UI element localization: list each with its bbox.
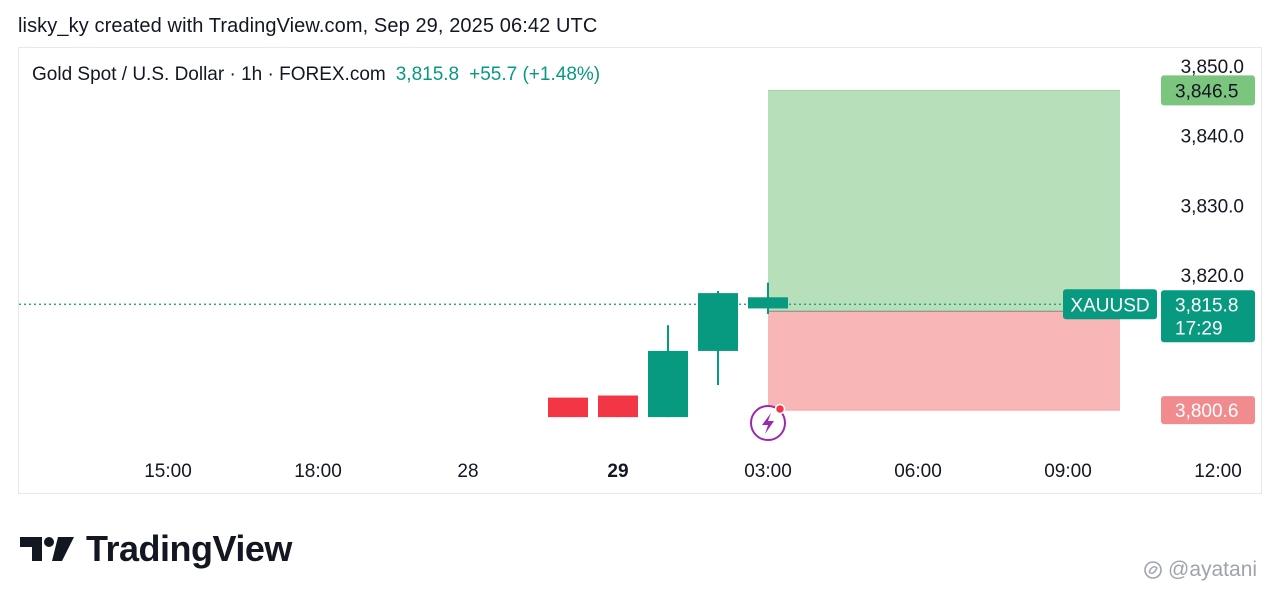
x-tick-label: 28 (457, 461, 478, 482)
y-tick-label: 3,850.0 (1181, 57, 1244, 78)
watermark-handle: @ayatani (1168, 558, 1258, 581)
chart-caption: lisky_ky created with TradingView.com, S… (18, 15, 598, 37)
position-profit-zone[interactable] (768, 90, 1120, 312)
chart-legend: Gold Spot / U.S. Dollar · 1h · FOREX.com… (32, 64, 600, 86)
lightning-bolt-glyph (762, 413, 774, 434)
stop-price-tag-bg (1161, 396, 1255, 425)
countdown-label: 17:29 (1175, 318, 1223, 339)
current-price-tag-bg (1161, 290, 1255, 343)
target-price-tag-bg (1161, 75, 1255, 106)
candle-body[interactable] (698, 293, 738, 351)
legend-symbol[interactable]: Gold Spot / U.S. Dollar · 1h · FOREX.com (32, 64, 386, 85)
x-tick-label: 03:00 (744, 461, 792, 482)
brand-logo: TradingView (20, 528, 292, 570)
x-tick-label: 29 (607, 461, 628, 482)
candle-body[interactable] (648, 350, 688, 418)
y-tick-label: 3,820.0 (1181, 266, 1244, 287)
candle-body[interactable] (548, 397, 588, 418)
position-loss-zone[interactable] (768, 311, 1120, 411)
x-tick-label: 12:00 (1194, 461, 1242, 482)
legend-price: 3,815.8 (395, 64, 460, 85)
current-price-tag: 3,815.8 (1175, 295, 1238, 316)
brand-name: TradingView (86, 528, 292, 569)
y-tick-label: 3,840.0 (1181, 127, 1244, 148)
x-tick-label: 06:00 (894, 461, 942, 482)
candle-body[interactable] (748, 297, 788, 309)
event-alert-dot (774, 403, 786, 415)
watermark: @ayatani (1142, 558, 1257, 582)
watermark-icon (1144, 561, 1162, 579)
symbol-tag-bg (1063, 289, 1157, 320)
stop-price-tag: 3,800.6 (1175, 401, 1238, 422)
legend-change: +55.7 (+1.48%) (469, 64, 601, 85)
x-tick-label: 15:00 (144, 461, 192, 482)
y-tick-label: 3,830.0 (1181, 196, 1244, 217)
tradingview-logo-icon (20, 537, 74, 561)
target-price-tag: 3,846.5 (1175, 81, 1238, 102)
symbol-tag: XAUUSD (1070, 295, 1149, 316)
candle-body[interactable] (598, 395, 638, 418)
x-tick-label: 18:00 (294, 461, 342, 482)
x-tick-label: 09:00 (1044, 461, 1092, 482)
